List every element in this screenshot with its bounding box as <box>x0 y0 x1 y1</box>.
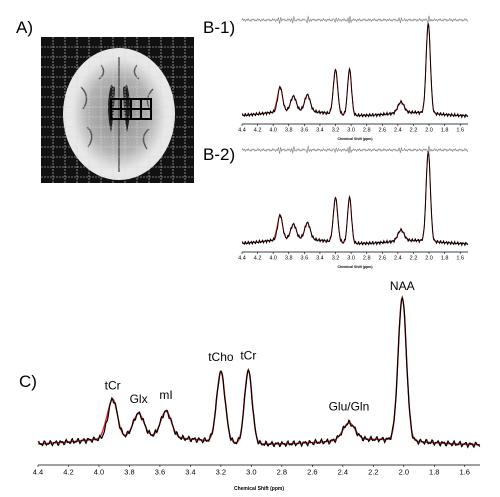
c-x-axis-title: Chemical Shift (ppm) <box>234 486 284 492</box>
b2-tick-label: 3.0 <box>347 256 355 262</box>
c-tick-label: 3.0 <box>246 468 256 477</box>
spectrum-b1: 4.4 4.2 4.0 3.8 3.6 3.4 3.2 3.0 2.8 2.6 2.4 2.2 2.0 1… <box>238 15 469 141</box>
b1-tick-label: 2.4 <box>394 128 402 134</box>
c-tick-label: 1.6 <box>460 468 470 477</box>
b2-tick-label: 2.2 <box>410 256 418 262</box>
mri-brain-graphic <box>41 37 194 183</box>
c-tick-label: 3.8 <box>124 468 134 477</box>
b1-tick-label: 3.0 <box>347 128 355 134</box>
b2-fit-line <box>241 150 468 245</box>
spectrum-b2: 4.4 4.2 4.0 3.8 3.6 3.4 3.2 3.0 2.8 2.6 2.4 2.2 2.0 1… <box>238 145 469 269</box>
b1-residual-line <box>241 15 469 25</box>
b2-tick-label: 4.4 <box>238 256 246 262</box>
b1-tick-label: 1.6 <box>456 128 464 134</box>
panel-c-label: C) <box>19 372 37 391</box>
c-tick-label: 3.6 <box>155 468 165 477</box>
b1-x-axis-title: Chemical Shift (ppm) <box>337 137 372 141</box>
b1-tick-label: 3.4 <box>316 128 324 134</box>
c-fit-line <box>38 294 480 446</box>
b1-tick-label: 2.6 <box>378 128 386 134</box>
c-tick-label: 2.8 <box>277 468 287 477</box>
b2-tick-label: 3.2 <box>332 256 340 262</box>
peak-label-tCr-38: tCr <box>105 378 121 392</box>
b1-measured-line <box>241 23 469 119</box>
c-tick-label: 3.4 <box>185 468 195 477</box>
b2-tick-label: 1.6 <box>456 256 464 262</box>
peak-label-glu-gln: Glu/Gln <box>329 399 370 413</box>
b2-tick-label: 2.4 <box>394 256 402 262</box>
panel-b1-label: B-1) <box>203 18 236 37</box>
panel-b2-label: B-2) <box>203 145 236 164</box>
b2-tick-label: 2.0 <box>425 256 433 262</box>
b1-tick-label: 2.2 <box>410 128 418 134</box>
peak-label-naa: NAA <box>390 280 415 293</box>
spectrum-c: 4.4 4.2 4.0 3.8 3.6 3.4 3.2 3.0 2.8 2.6 2.4 2.2 2.0 1… <box>33 280 481 492</box>
b2-tick-label: 2.6 <box>378 256 386 262</box>
peak-label-glx: Glx <box>130 392 148 406</box>
b1-tick-label: 4.0 <box>269 128 277 134</box>
b1-tick-label: 3.6 <box>301 128 309 134</box>
b1-tick-label: 3.2 <box>332 128 340 134</box>
peak-label-tcr-30: tCr <box>240 349 256 363</box>
peak-label-mi: mI <box>159 388 172 402</box>
c-tick-label: 4.0 <box>94 468 104 477</box>
b2-tick-label: 2.8 <box>363 256 371 262</box>
c-measured-line <box>37 296 481 449</box>
c-tick-label: 4.2 <box>63 468 73 477</box>
b2-residual-line <box>241 145 469 155</box>
voxel-selection-box <box>110 98 152 120</box>
c-tick-label: 2.0 <box>399 468 409 477</box>
b1-tick-label: 4.2 <box>254 128 262 134</box>
b2-tick-label: 1.8 <box>441 256 449 262</box>
b1-tick-label: 2.0 <box>425 128 433 134</box>
b1-tick-label: 2.8 <box>363 128 371 134</box>
c-tick-label: 2.6 <box>307 468 317 477</box>
mri-axial-image <box>41 37 194 183</box>
b1-tick-label: 3.8 <box>285 128 293 134</box>
b2-tick-label: 4.2 <box>254 256 262 262</box>
b2-tick-label: 3.8 <box>285 256 293 262</box>
b1-fit-line <box>241 22 468 117</box>
c-tick-label: 1.8 <box>429 468 439 477</box>
c-tick-label: 4.4 <box>33 468 43 477</box>
c-tick-label: 3.2 <box>216 468 226 477</box>
peak-label-tcho: tCho <box>208 350 234 364</box>
b1-tick-label: 1.8 <box>441 128 449 134</box>
c-tick-label: 2.2 <box>368 468 378 477</box>
c-tick-label: 2.4 <box>338 468 348 477</box>
panel-a-label: A) <box>16 18 33 37</box>
b2-tick-label: 3.6 <box>301 256 309 262</box>
b1-tick-label: 4.4 <box>238 128 246 134</box>
b2-tick-label: 4.0 <box>269 256 277 262</box>
b2-measured-line <box>241 151 469 247</box>
b2-x-axis-title: Chemical Shift (ppm) <box>337 265 372 269</box>
b2-tick-label: 3.4 <box>316 256 324 262</box>
